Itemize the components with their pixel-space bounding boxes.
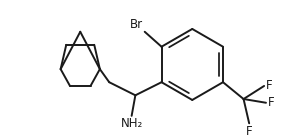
Text: Br: Br <box>130 18 143 31</box>
Text: F: F <box>246 125 252 138</box>
Text: F: F <box>266 80 273 92</box>
Text: NH₂: NH₂ <box>121 117 143 130</box>
Text: F: F <box>268 96 274 109</box>
